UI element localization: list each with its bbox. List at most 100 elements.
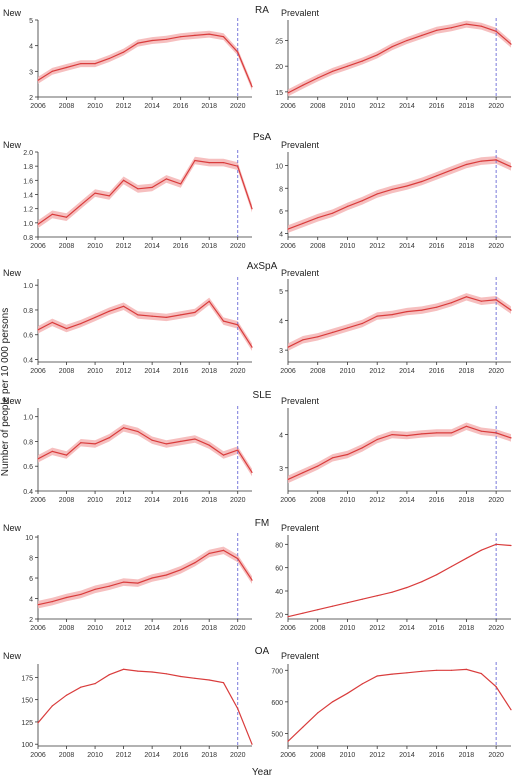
y-tick-label: 0.6 [23, 333, 33, 340]
data-point [421, 34, 423, 37]
data-point [317, 465, 319, 467]
series-line [37, 33, 253, 87]
data-point [37, 79, 39, 81]
data-point [421, 309, 423, 311]
x-tick-label: 2012 [369, 625, 385, 632]
data-point [361, 447, 363, 449]
data-point [465, 425, 467, 427]
data-point [222, 682, 225, 684]
x-tick-label: 2020 [230, 752, 246, 759]
series-line [287, 159, 512, 230]
x-tick-label: 2010 [87, 497, 103, 504]
data-point [180, 569, 182, 571]
ci-band [38, 546, 252, 609]
data-point [436, 306, 438, 308]
data-point [391, 46, 393, 48]
data-point [495, 159, 497, 161]
group-title: PsA [253, 132, 272, 143]
y-tick-label: 175 [21, 675, 33, 682]
y-tick-label: 60 [275, 566, 283, 573]
x-tick-label: 2018 [459, 752, 475, 759]
data-point [65, 66, 68, 69]
x-tick-label: 2014 [399, 103, 415, 110]
panel-ra-new: RA New 2 3 4 5 2006 2008 2010 2012 2014 2016 2018 202… [3, 5, 269, 110]
series-line [287, 23, 512, 94]
data-point [465, 163, 467, 166]
data-point [495, 686, 497, 688]
data-point [287, 92, 289, 94]
y-tick-label: 8 [279, 186, 283, 193]
data-point [123, 668, 125, 670]
data-point [287, 740, 289, 742]
x-tick-label: 2018 [201, 103, 217, 110]
ci-band [288, 20, 511, 97]
y-tick-label: 3 [279, 348, 283, 355]
x-tick-label: 2010 [87, 625, 103, 632]
x-tick-label: 2016 [173, 625, 189, 632]
data-point [346, 205, 349, 207]
x-tick-label: 2018 [201, 625, 217, 632]
y-tick-label: 1.4 [23, 193, 33, 200]
x-tick-label: 2006 [280, 368, 296, 375]
data-point [237, 51, 239, 53]
data-point [406, 311, 408, 313]
data-point [406, 435, 408, 437]
data-point [510, 709, 512, 711]
x-tick-label: 2012 [116, 497, 132, 504]
y-tick-label: 1.0 [23, 415, 33, 422]
series-line [37, 549, 253, 606]
data-point [376, 54, 378, 56]
data-point [37, 722, 39, 724]
data-point [480, 430, 482, 432]
data-point [51, 70, 53, 72]
x-tick-label: 2010 [87, 103, 103, 110]
x-tick-label: 2014 [144, 103, 160, 110]
data-point [151, 577, 153, 579]
data-point [287, 228, 289, 230]
data-point [237, 324, 239, 326]
series-line [37, 159, 253, 225]
data-point [391, 434, 393, 436]
ci-band [288, 156, 511, 233]
x-tick-label: 2014 [144, 368, 160, 375]
data-point [65, 454, 68, 456]
x-tick-label: 2020 [488, 243, 504, 250]
data-point [222, 454, 225, 456]
y-tick-label: 4 [279, 232, 283, 239]
series-line [287, 425, 512, 480]
x-tick-label: 2014 [144, 243, 160, 250]
data-point [346, 692, 349, 694]
panel-subtitle: New [3, 8, 22, 18]
data-point [450, 27, 453, 29]
data-point [180, 314, 182, 316]
data-point [251, 208, 253, 210]
data-point [51, 450, 53, 452]
data-point [436, 574, 438, 576]
x-tick-label: 2008 [59, 243, 75, 250]
data-point [406, 672, 408, 674]
data-point [51, 321, 53, 323]
data-point [510, 544, 512, 547]
x-tick-label: 2010 [87, 368, 103, 375]
data-point [108, 57, 110, 60]
x-tick-label: 2020 [488, 368, 504, 375]
x-tick-label: 2008 [59, 752, 75, 759]
data-point [480, 672, 482, 675]
x-tick-label: 2012 [116, 625, 132, 632]
y-tick-label: 0.8 [23, 439, 33, 446]
data-point [450, 169, 453, 171]
data-point [317, 609, 319, 611]
data-point [465, 668, 467, 671]
data-point [421, 670, 423, 672]
data-point [302, 612, 304, 614]
data-point [495, 299, 497, 301]
data-point [137, 188, 139, 190]
x-tick-label: 2020 [230, 625, 246, 632]
data-point [165, 178, 167, 180]
data-point [151, 439, 153, 441]
data-point [480, 25, 482, 27]
data-point [80, 442, 82, 444]
data-point [151, 186, 153, 188]
data-point [222, 36, 225, 38]
data-point [421, 433, 423, 435]
